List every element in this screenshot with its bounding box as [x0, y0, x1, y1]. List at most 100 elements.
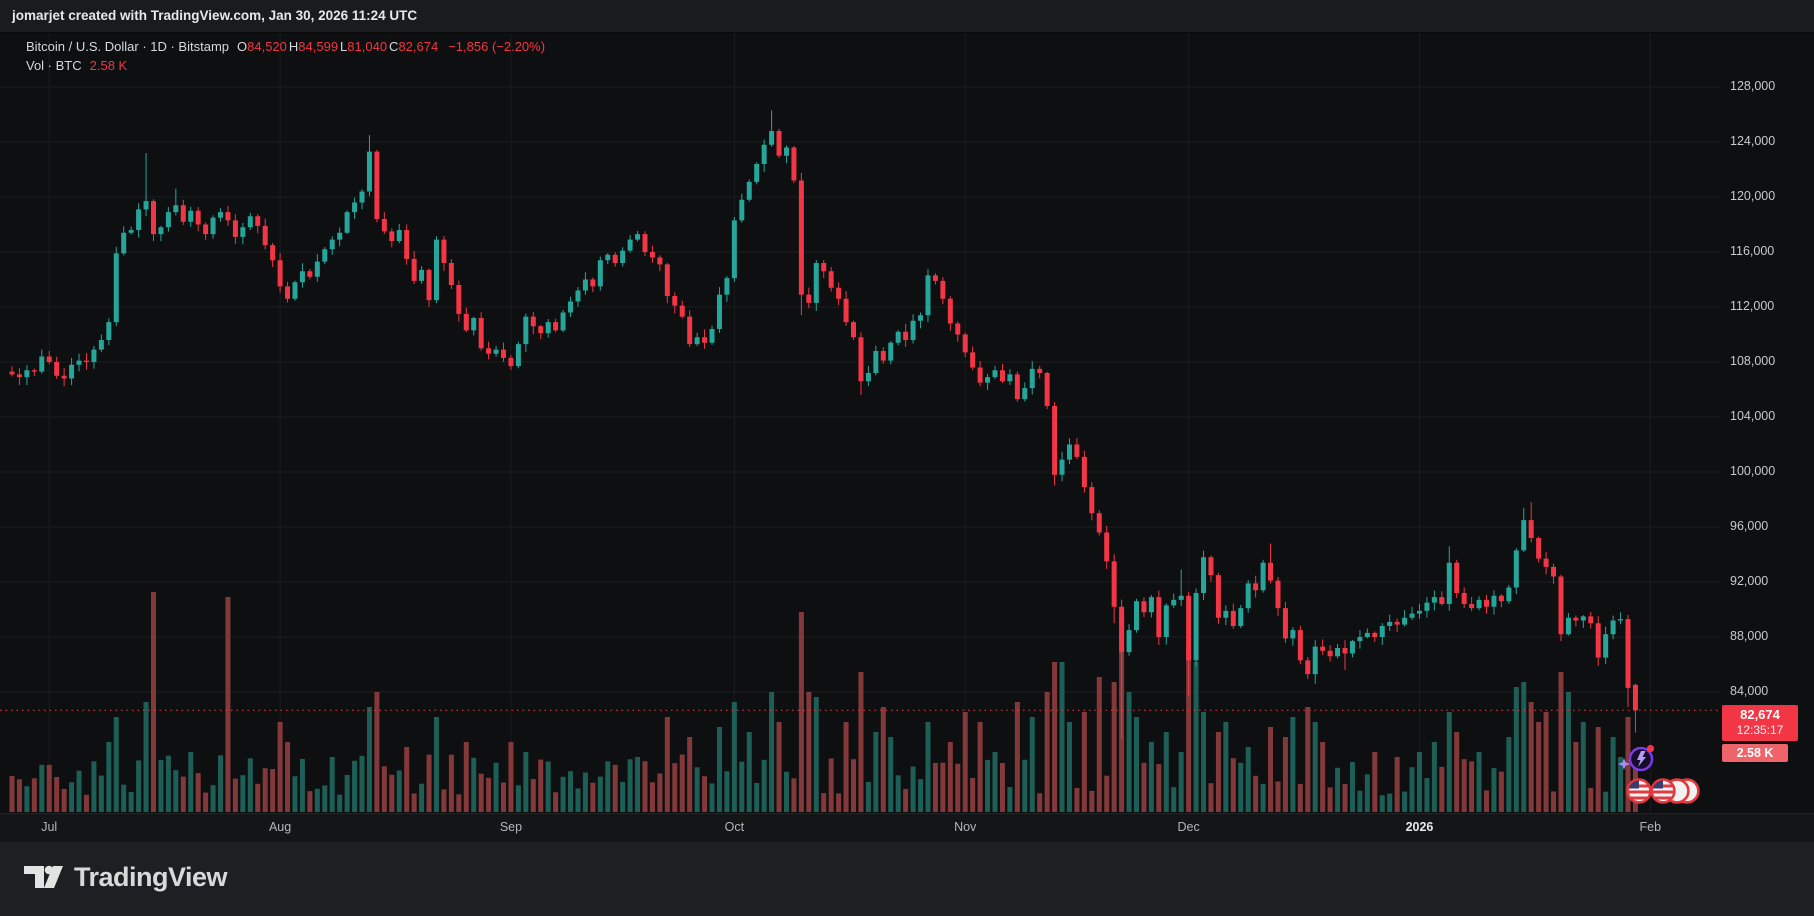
candle-body	[918, 315, 924, 321]
candle-body	[791, 147, 797, 181]
volume-bar	[1074, 787, 1080, 812]
candle-body	[1111, 561, 1117, 607]
volume-bar	[925, 722, 931, 812]
volume-bar	[672, 763, 678, 812]
volume-bar	[1193, 662, 1199, 812]
candle-body	[1148, 597, 1154, 613]
candle-body	[1379, 626, 1385, 637]
volume-bar	[702, 776, 708, 812]
candle-body	[1096, 513, 1102, 533]
candle-body	[136, 209, 142, 230]
candle-body	[992, 370, 998, 378]
volume-bar	[203, 792, 209, 812]
candle-body	[1156, 597, 1162, 637]
volume-bar	[590, 782, 596, 812]
candle-body	[746, 181, 752, 200]
volume-bar	[1543, 712, 1549, 812]
candle-body	[1245, 583, 1251, 609]
candle-body	[1484, 599, 1490, 607]
change-value: −1,856 (−2.20%)	[448, 39, 546, 54]
candle-body	[590, 279, 596, 287]
volume-bar	[136, 760, 142, 812]
candle-body	[515, 344, 521, 367]
volume-bar	[575, 788, 581, 812]
alert-dot-icon	[1646, 744, 1655, 753]
volume-bar	[1364, 774, 1370, 812]
volume-bar	[895, 775, 901, 812]
candle-body	[769, 131, 775, 145]
volume-bar	[1580, 722, 1586, 812]
volume-bar	[836, 793, 842, 812]
volume-bar	[404, 747, 410, 812]
candle-body	[218, 212, 224, 218]
candle-body	[620, 250, 626, 263]
volume-bar	[739, 761, 745, 812]
price-scale[interactable]: 128,000 124,000 120,000 116,000 112,000 108,0…	[1720, 33, 1814, 813]
candle-body	[508, 357, 514, 367]
volume-bar	[612, 764, 618, 812]
price-tick-label: 108,000	[1730, 354, 1776, 368]
candle-body	[776, 131, 782, 156]
candle-body	[180, 205, 186, 222]
candle-body	[947, 298, 953, 324]
tradingview-logo-icon	[24, 865, 63, 888]
candle-body	[1357, 637, 1363, 642]
candle-body	[165, 212, 171, 228]
price-tick-label: 116,000	[1730, 244, 1775, 258]
candle-body	[836, 287, 842, 299]
price-tick-label: 120,000	[1730, 189, 1776, 203]
candle-body	[1044, 373, 1050, 406]
candle-body	[314, 261, 320, 277]
candle-body	[1431, 597, 1437, 603]
volume-bar	[1618, 757, 1624, 812]
lightning-bolt-icon	[1637, 751, 1646, 767]
us-flag-event-stack[interactable]	[1626, 778, 1700, 804]
price-tick-label: 84,000	[1730, 684, 1769, 698]
candle-body	[1618, 619, 1624, 621]
volume-bar	[657, 773, 663, 812]
candle-body	[560, 312, 566, 331]
volume-bar	[180, 776, 186, 812]
volume-bar	[352, 760, 358, 812]
volume-bar	[1476, 752, 1482, 812]
volume-bar	[813, 697, 819, 812]
candle-body	[91, 349, 97, 362]
candle-body	[1424, 602, 1430, 611]
volume-bar	[247, 758, 253, 812]
volume-bar	[188, 752, 194, 812]
candle-body	[1186, 595, 1192, 661]
volume-tag: 2.58 K	[1722, 744, 1788, 762]
candle-body	[1119, 606, 1125, 653]
volume-bar	[31, 778, 37, 812]
candle-body	[1394, 621, 1400, 625]
volume-bar	[314, 788, 320, 812]
candle-body	[441, 239, 447, 263]
volume-bar	[843, 722, 849, 812]
candle-body	[523, 316, 529, 345]
time-axis[interactable]: Jul Aug Sep Oct Nov Dec 2026 Feb	[0, 813, 1814, 842]
volume-bar	[501, 782, 507, 812]
volume-bar	[1156, 764, 1162, 812]
candle-body	[895, 331, 901, 343]
candle-body	[404, 230, 410, 259]
volume-bar	[262, 768, 268, 812]
volume-bar	[627, 759, 633, 812]
volume-bar	[687, 737, 693, 812]
volume-bar	[1551, 791, 1557, 812]
volume-bar	[1148, 742, 1154, 812]
candle-body	[716, 294, 722, 329]
candle-body	[1498, 595, 1504, 602]
event-markers[interactable]	[1608, 736, 1708, 808]
volume-bar	[716, 727, 722, 812]
candle-body	[709, 329, 715, 343]
volume-bar	[515, 785, 521, 812]
volume-bar	[821, 793, 827, 812]
candle-body	[285, 286, 291, 299]
tradingview-logo[interactable]: TradingView	[24, 860, 228, 894]
candle-body	[903, 331, 909, 340]
candle-body	[605, 254, 611, 261]
volume-bar	[918, 779, 924, 812]
volume-bar	[1431, 742, 1437, 812]
price-tick-label: 96,000	[1730, 519, 1769, 533]
